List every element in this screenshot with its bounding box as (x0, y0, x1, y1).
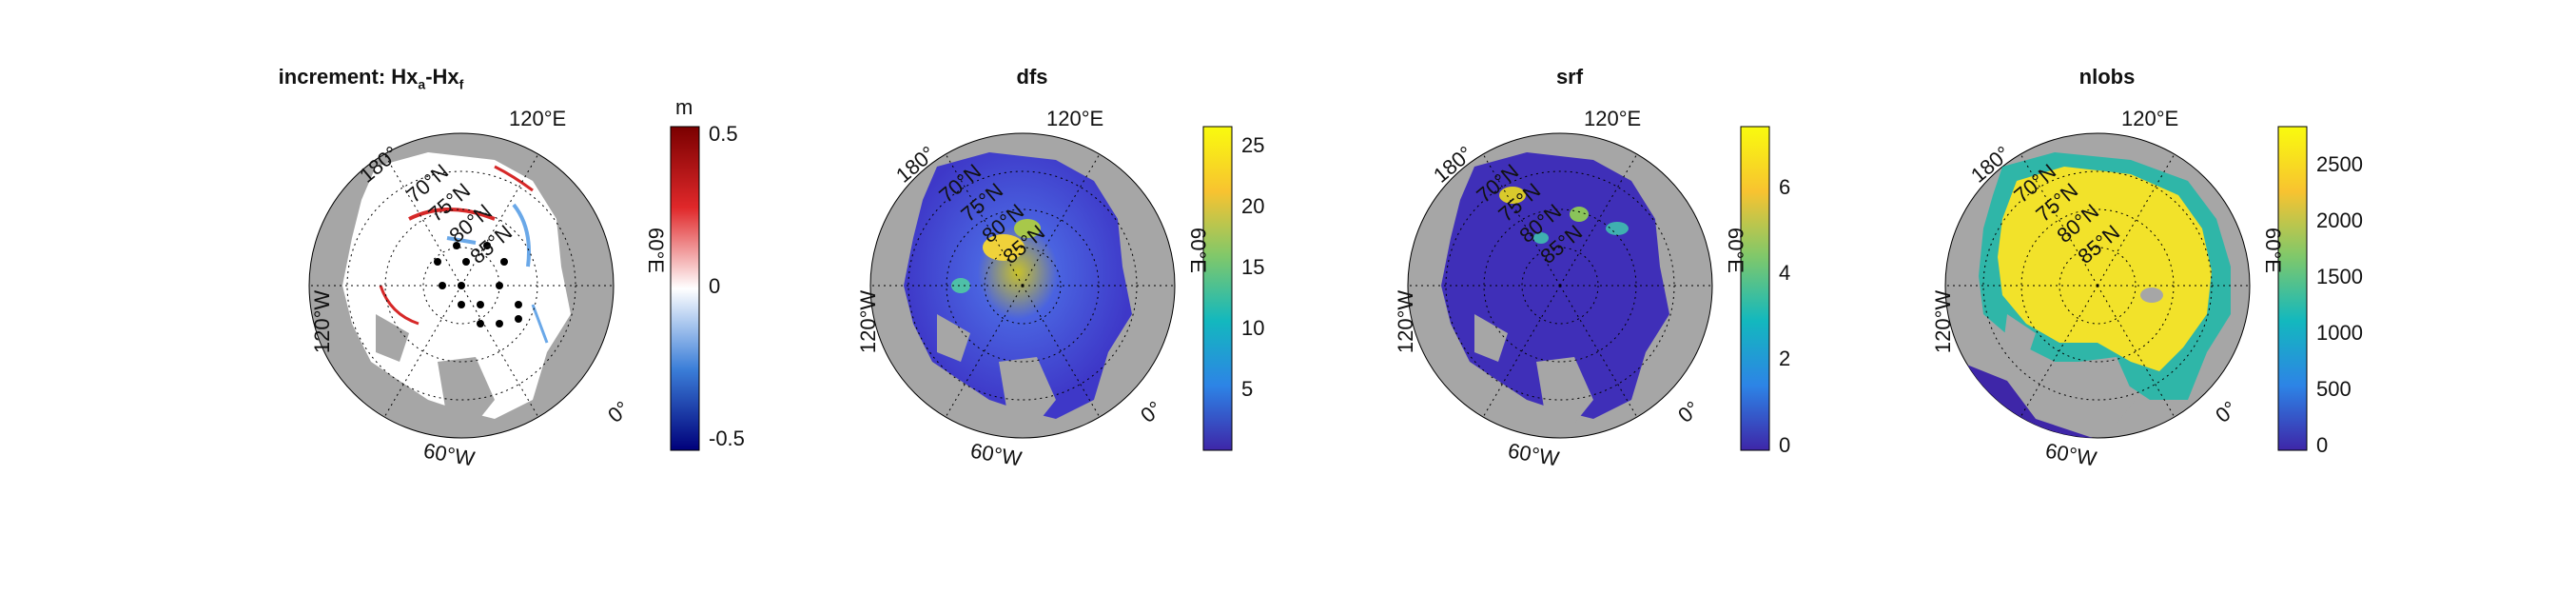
colorbar-tick: 0.5 (709, 122, 738, 146)
colorbar-tick: -0.5 (709, 426, 745, 450)
colorbar-tick: 4 (1779, 261, 1791, 285)
lon-label: 120°W (1931, 289, 1956, 354)
panel-title: srf (1555, 65, 1584, 89)
colorbar-tick: 1500 (2316, 265, 2363, 288)
colorbar-tick: 25 (1241, 133, 1265, 157)
panel-title: increment: Hxa-Hxf (278, 65, 464, 92)
colorbar-tick: 1000 (2316, 321, 2363, 345)
lon-label: 120°E (1584, 107, 1642, 130)
panel-title: dfs (1016, 65, 1048, 89)
colorbar-tick: 0 (1779, 433, 1791, 457)
colorbar-tick: 15 (1241, 255, 1265, 279)
colorbar-tick: 2500 (2316, 152, 2363, 176)
colorbar-tick: 500 (2316, 377, 2352, 401)
colorbar-tick: 0 (709, 274, 721, 298)
colorbar-tick: 2 (1779, 347, 1791, 370)
lon-label: 120°E (1046, 107, 1104, 130)
colorbar-tick: 0 (2316, 433, 2329, 457)
panel-title: nlobs (2078, 65, 2136, 89)
colorbar-unit: m (675, 95, 693, 119)
colorbar-tick: 20 (1241, 194, 1265, 218)
colorbar-tick: 5 (1241, 377, 1254, 401)
colorbar-tick: 2000 (2316, 208, 2363, 232)
lon-label: 120°E (2121, 107, 2179, 130)
lon-label: 60°E (2260, 228, 2285, 273)
colorbar-tick: 10 (1241, 316, 1265, 340)
lon-label: 120°E (509, 107, 567, 130)
colorbar-tick: 6 (1779, 175, 1791, 199)
